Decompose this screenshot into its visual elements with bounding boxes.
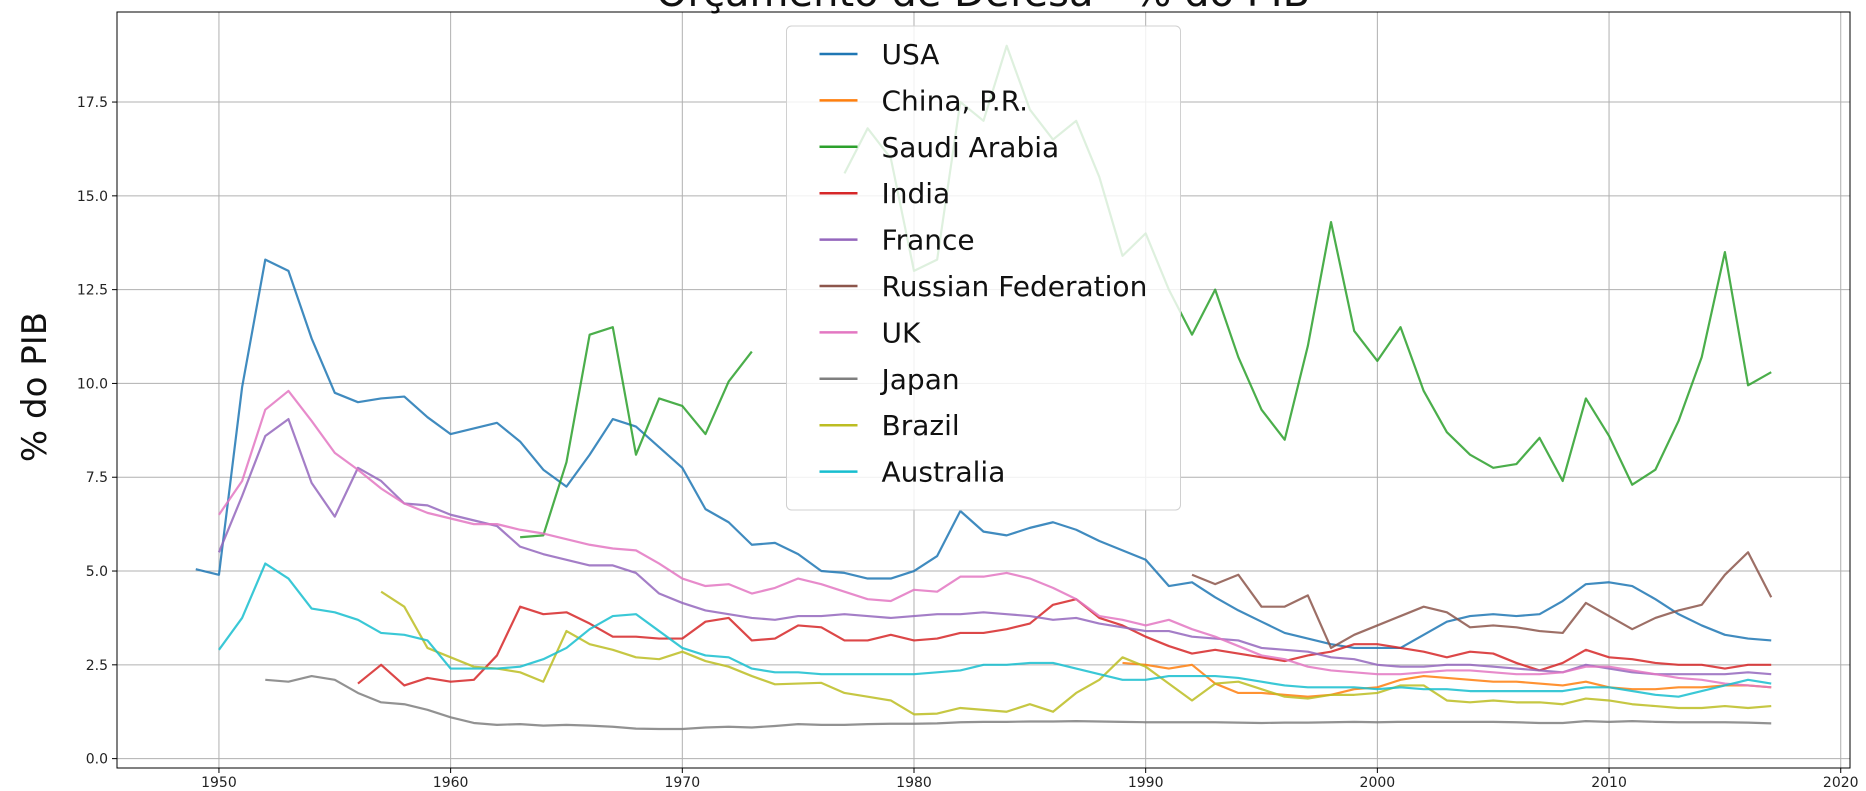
y-tick-label: 7.5 — [86, 470, 108, 486]
legend-label: China, P.R. — [882, 84, 1029, 117]
x-tick-label: 1980 — [896, 775, 932, 791]
y-tick-label: 10.0 — [77, 376, 108, 392]
legend-label: France — [882, 224, 975, 257]
x-tick-label: 1970 — [664, 775, 700, 791]
chart-title: Orçamento de Defesa - % do PIB — [656, 0, 1310, 16]
y-tick-label: 0.0 — [86, 752, 108, 768]
legend-label: Japan — [880, 363, 960, 396]
legend-label: Saudi Arabia — [882, 131, 1060, 164]
legend-label: Australia — [882, 456, 1006, 489]
x-tick-label: 1950 — [201, 775, 237, 791]
legend-label: Russian Federation — [882, 270, 1148, 303]
legend: USA China, P.R. Saudi Arabia India France Rus… — [786, 25, 1181, 511]
x-tick-label: 1960 — [433, 775, 469, 791]
series-line — [380, 590, 1772, 716]
series-line — [218, 562, 1772, 698]
plot-frame — [116, 11, 1851, 769]
series-line — [1191, 551, 1773, 650]
x-tick-label: 2020 — [1823, 775, 1859, 791]
y-tick-label: 12.5 — [77, 283, 108, 299]
y-tick-label: 5.0 — [86, 564, 108, 580]
x-tick-label: 2010 — [1591, 775, 1627, 791]
series-line — [195, 258, 1772, 650]
y-axis-label: % do PIB — [15, 312, 55, 462]
series-line — [265, 674, 1772, 731]
legend-box — [786, 25, 1181, 511]
y-tick-label: 15.0 — [77, 189, 108, 205]
y-tick-label: 17.5 — [77, 95, 108, 111]
series-line — [1122, 661, 1772, 698]
x-tick-label: 1990 — [1128, 775, 1164, 791]
series-line — [217, 417, 1772, 676]
ticks: 1950 1960 1970 1980 1990 2000 2010 2020 0.0 2.5 5.… — [77, 95, 1859, 791]
legend-label: UK — [882, 316, 921, 349]
x-tick-label: 2000 — [1360, 775, 1396, 791]
lines — [195, 44, 1773, 731]
y-tick-label: 2.5 — [86, 658, 108, 674]
series-line — [218, 389, 1772, 689]
legend-label: USA — [882, 38, 940, 71]
legend-label: India — [882, 177, 951, 210]
legend-label: Brazil — [882, 409, 960, 442]
